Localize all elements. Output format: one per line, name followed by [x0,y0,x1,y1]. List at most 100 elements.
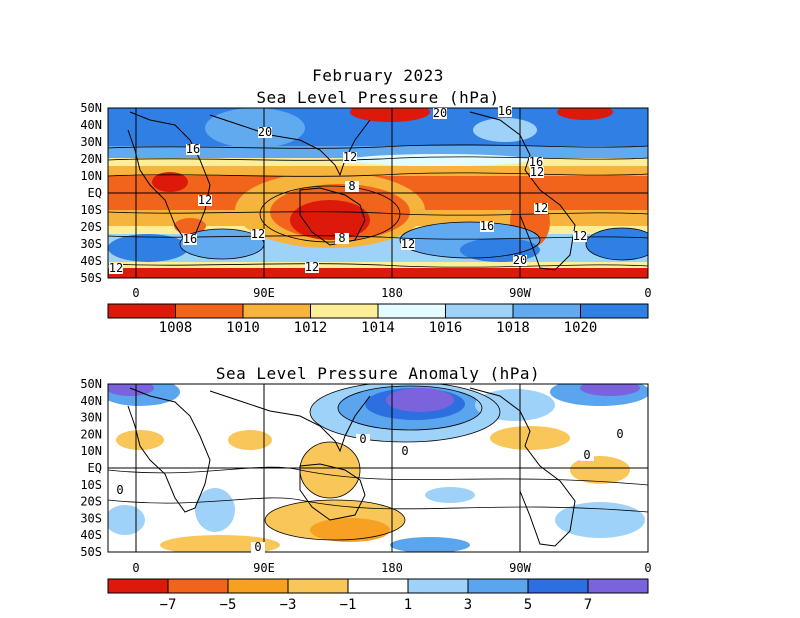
colorbar-label: 1016 [429,320,463,336]
contour-label-bg [580,450,594,461]
longitude-label: 90W [509,561,531,575]
contour-label-bg [109,263,123,274]
latitude-label: 30N [80,411,102,425]
contour-label: 16 [480,219,494,233]
contour-label-bg [513,255,527,266]
anomaly-colorbar-labels: −7 −5 −3 −1 1 3 5 7 [160,597,593,613]
contour-label-bg [534,203,548,214]
colorbar-swatch [107,303,176,319]
contour-label-bg [258,127,272,138]
contour-label-bg [305,262,319,273]
latitude-label: EQ [88,186,102,200]
latitude-label: 30N [80,135,102,149]
colorbar-swatch [527,578,589,594]
slp-map [108,108,648,278]
colorbar-label: −5 [220,597,237,613]
latitude-label: 30S [80,511,102,525]
colorbar-label: 1010 [226,320,260,336]
map-title: February 2023 [312,66,444,85]
longitude-label: 180 [381,561,403,575]
latitude-label: 30S [80,237,102,251]
contour-label: 12 [109,261,123,275]
anomaly-contour-labels: 0 0 0 0 0 0 [113,427,627,554]
longitude-label: 0 [132,561,139,575]
anomaly-coastline [127,387,576,547]
longitude-label: 0 [644,561,651,575]
colorbar-label: −7 [160,597,177,613]
contour-label: 8 [348,179,355,193]
contour-label-bg [343,152,357,163]
colorbar-swatch [167,578,229,594]
latitude-label: 10S [80,203,102,217]
colorbar-label: 1012 [294,320,328,336]
contour-label-bg [433,108,447,119]
colorbar-label: 1020 [564,320,598,336]
contour-label: 12 [305,260,319,274]
latitude-label: 50N [80,101,102,115]
longitude-label: 90E [253,286,275,300]
colorbar-label: 1014 [361,320,395,336]
longitude-label: 90W [509,286,531,300]
latitude-label: EQ [88,461,102,475]
contour-label-bg [356,434,370,445]
contour-label: 12 [534,201,548,215]
colorbar-label: 1008 [159,320,193,336]
contour-label-bg [401,239,415,250]
slp-map-grid [107,107,649,279]
anomaly-longitude-axis: 0 90E 180 90W 0 [132,561,651,575]
slp-colorbar [107,303,649,319]
anomaly-map-title: Sea Level Pressure Anomaly (hPa) [215,364,541,383]
contour-label-bg [530,167,544,178]
contour-label: 12 [343,150,357,164]
latitude-label: 40N [80,394,102,408]
latitude-label: 10N [80,169,102,183]
colorbar-swatch [175,303,244,319]
contour-label: 20 [433,106,447,120]
colorbar-swatch [407,578,469,594]
latitude-label: 50N [80,377,102,391]
longitude-label: 90E [253,561,275,575]
latitude-label: 40S [80,528,102,542]
colorbar-label: −1 [340,597,357,613]
contour-label-bg [186,144,200,155]
latitude-label: 20N [80,427,102,441]
contour-label: 16 [529,155,543,169]
slp-anomaly-map [108,384,648,552]
contour-label-bg [335,233,349,244]
contour-label: 16 [498,104,512,118]
contour-label: 0 [401,444,408,458]
contour-label: 0 [583,448,590,462]
contour-label: 12 [401,237,415,251]
colorbar-swatch [107,578,169,594]
colorbar-swatch [242,303,311,319]
latitude-label: 20N [80,152,102,166]
longitude-label: 0 [132,286,139,300]
contour-label: 12 [198,193,212,207]
colorbar-swatch [377,303,446,319]
longitude-label: 180 [381,286,403,300]
anomaly-map-grid [107,383,649,553]
contour-label-bg [183,234,197,245]
contour-label: 12 [530,165,544,179]
colorbar-swatch [287,578,349,594]
slp-colorbar-labels: 1008 1010 1012 1014 1016 1018 1020 [159,320,598,336]
contour-label: 16 [183,232,197,246]
contour-label: 0 [254,540,261,554]
anomaly-latitude-axis: 50N 40N 30N 20N 10N EQ 10S 20S 30S 40S 50S [80,377,102,559]
anomaly-colorbar [107,578,649,594]
contour-label-bg [398,446,412,457]
latitude-label: 40N [80,118,102,132]
contour-label-bg [113,485,127,496]
contour-label: 12 [251,227,265,241]
contour-label: 16 [186,142,200,156]
colorbar-label: 1 [404,597,412,613]
colorbar-swatch [347,578,409,594]
colorbar-swatch [445,303,514,319]
contour-label: 12 [573,229,587,243]
colorbar-label: −3 [280,597,297,613]
anomaly-contours [108,384,648,541]
latitude-label: 20S [80,220,102,234]
colorbar-swatch [580,303,649,319]
